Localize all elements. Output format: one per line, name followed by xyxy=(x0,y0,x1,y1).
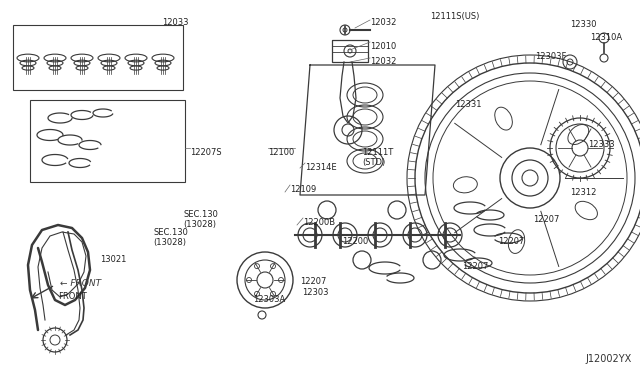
Bar xyxy=(13,25,183,90)
Text: 12033: 12033 xyxy=(162,18,188,27)
Text: 12111T
(STD): 12111T (STD) xyxy=(362,148,393,167)
Text: 12207: 12207 xyxy=(300,277,326,286)
Text: ← FRONT: ← FRONT xyxy=(60,279,101,288)
Text: 12303: 12303 xyxy=(302,288,328,297)
Text: 12109: 12109 xyxy=(290,185,316,194)
Text: 12032: 12032 xyxy=(370,18,396,27)
Text: SEC.130
(13028): SEC.130 (13028) xyxy=(183,210,218,230)
Text: 12207: 12207 xyxy=(498,237,524,246)
Text: 12207S: 12207S xyxy=(190,148,221,157)
Text: 12207: 12207 xyxy=(533,215,559,224)
Text: 13021: 13021 xyxy=(100,255,126,264)
Text: 12303A: 12303A xyxy=(253,295,285,304)
Text: 12207: 12207 xyxy=(462,262,488,271)
Text: 12314E: 12314E xyxy=(305,163,337,172)
Text: 12111S(US): 12111S(US) xyxy=(430,12,479,21)
Bar xyxy=(332,40,368,62)
Text: 12200B: 12200B xyxy=(303,218,335,227)
Text: 12200: 12200 xyxy=(342,237,368,246)
Text: 12330: 12330 xyxy=(570,20,596,29)
Text: 12333: 12333 xyxy=(588,140,614,149)
Text: 12010: 12010 xyxy=(370,42,396,51)
Text: FRONT: FRONT xyxy=(58,292,87,301)
Text: 12331: 12331 xyxy=(455,100,481,109)
Text: SEC.130
(13028): SEC.130 (13028) xyxy=(153,228,188,247)
Text: J12002YX: J12002YX xyxy=(586,354,632,364)
Text: 12303F: 12303F xyxy=(535,52,566,61)
Text: 12100: 12100 xyxy=(268,148,294,157)
Text: 12032: 12032 xyxy=(370,57,396,66)
Bar xyxy=(30,100,185,182)
Text: 12310A: 12310A xyxy=(590,33,622,42)
Text: 12312: 12312 xyxy=(570,188,596,197)
